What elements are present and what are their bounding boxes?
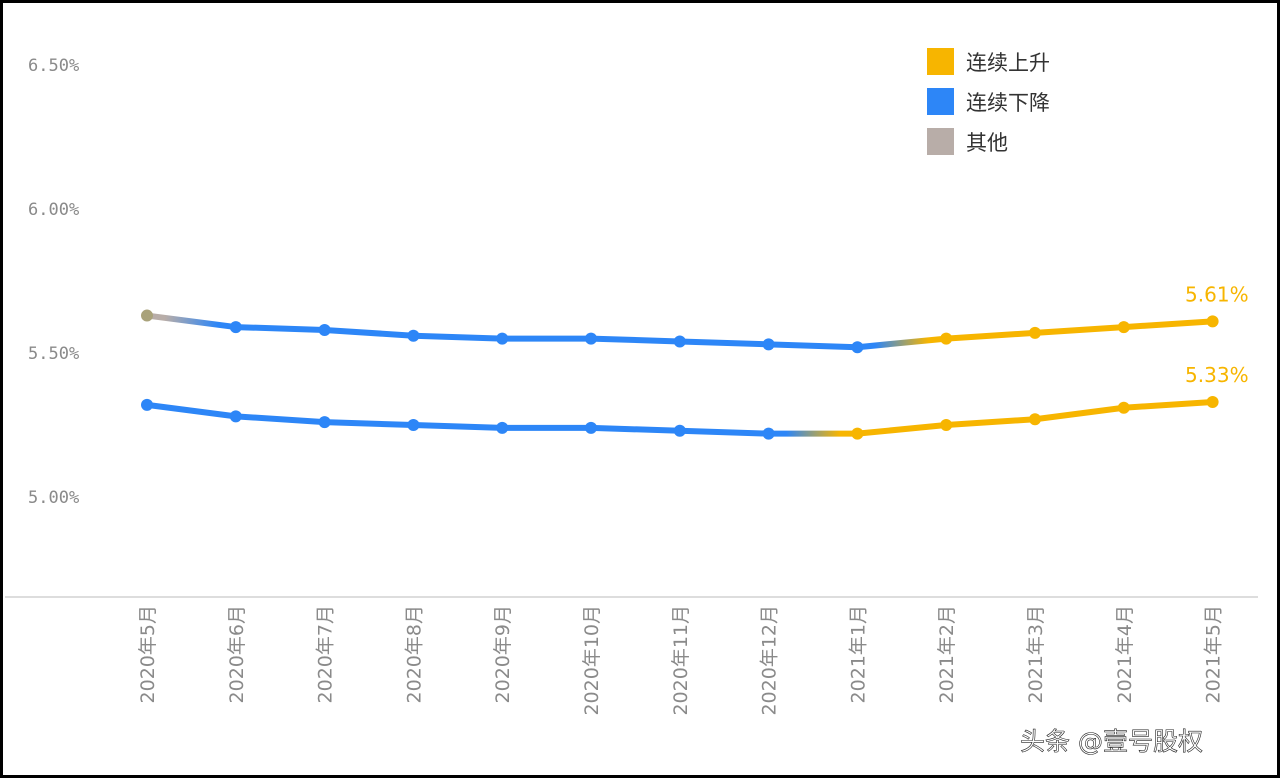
end-data-label: 5.61% bbox=[1185, 282, 1249, 306]
series-2-segment bbox=[232, 413, 328, 426]
legend-swatch bbox=[927, 48, 954, 75]
x-tick-label: 2020年5月 bbox=[137, 605, 159, 703]
series-1-point bbox=[141, 309, 153, 322]
x-tick-label: 2020年9月 bbox=[492, 605, 514, 703]
series-2-point bbox=[851, 427, 864, 440]
x-tick-label: 2021年3月 bbox=[1025, 605, 1047, 703]
series-2-point bbox=[496, 421, 509, 434]
series-2-segment bbox=[854, 422, 950, 437]
series-2-segment bbox=[144, 401, 239, 420]
series-2-point bbox=[585, 421, 597, 434]
x-tick-label: 2020年8月 bbox=[403, 605, 425, 703]
legend-swatch bbox=[927, 88, 954, 115]
series-1-point bbox=[229, 321, 242, 334]
x-tick-label: 2020年7月 bbox=[315, 605, 337, 703]
series-1-point bbox=[762, 338, 775, 351]
series-1-segment bbox=[765, 341, 861, 351]
series-1-point bbox=[1117, 321, 1130, 334]
series-2-segment bbox=[410, 422, 506, 431]
series-1-point bbox=[940, 332, 953, 345]
series-1-point bbox=[1206, 315, 1219, 328]
line-chart: 6.50% 6.00% 5.50% 5.00% 2020年5月 2020年6月 2020年7… bbox=[5, 48, 1258, 756]
series-2-segment bbox=[321, 419, 417, 428]
series-2-segment bbox=[1032, 404, 1127, 423]
series-2-point bbox=[762, 427, 775, 440]
series-1-point bbox=[407, 329, 420, 342]
series-1-segment bbox=[854, 335, 950, 351]
x-tick-label: 2020年10月 bbox=[581, 605, 603, 716]
watermark: 头条 @壹号股权 bbox=[1020, 727, 1203, 756]
x-tick-label: 2020年12月 bbox=[759, 605, 781, 716]
series-1-point bbox=[318, 323, 331, 336]
legend-swatch bbox=[927, 128, 954, 155]
series-2-point bbox=[1117, 401, 1130, 414]
series-1-segment bbox=[588, 335, 683, 345]
series-1-point bbox=[1029, 326, 1041, 339]
series-2-point bbox=[318, 416, 331, 429]
x-tick-label: 2021年5月 bbox=[1203, 605, 1225, 703]
y-tick-label: 5.50% bbox=[28, 344, 79, 364]
series-1-point bbox=[673, 335, 686, 348]
series-1-segment bbox=[144, 312, 239, 331]
series-2-point bbox=[940, 419, 953, 431]
y-tick-label: 6.00% bbox=[28, 200, 79, 220]
series-2-segment bbox=[676, 427, 772, 437]
y-tick-label: 6.50% bbox=[28, 56, 79, 76]
chart-area: 6.50% 6.00% 5.50% 5.00% 2020年5月 2020年6月 2020年7… bbox=[3, 3, 1277, 775]
legend-label: 连续上升 bbox=[966, 51, 1050, 75]
series-1-segment bbox=[321, 326, 417, 339]
series-1-point bbox=[851, 341, 864, 354]
series-2-point bbox=[1029, 413, 1041, 426]
series-2-point bbox=[407, 419, 420, 431]
x-tick-label: 2021年1月 bbox=[847, 605, 869, 703]
series-2-point bbox=[1206, 395, 1219, 408]
series-1-segment bbox=[943, 329, 1038, 342]
series-1-point bbox=[496, 332, 509, 345]
legend-label: 连续下降 bbox=[966, 91, 1050, 115]
x-tick-label: 2021年4月 bbox=[1114, 605, 1136, 703]
series-1-point bbox=[585, 332, 597, 345]
series-1-segment bbox=[676, 338, 772, 348]
series-1-segment bbox=[232, 324, 328, 333]
series-2-point bbox=[141, 398, 153, 411]
legend-label: 其他 bbox=[966, 131, 1008, 155]
series-1-segment bbox=[410, 332, 506, 342]
series-2-point bbox=[229, 410, 242, 423]
x-tick-label: 2020年11月 bbox=[670, 605, 692, 716]
series-1-segment bbox=[1032, 324, 1127, 336]
series-2-segment bbox=[1120, 398, 1216, 411]
y-tick-label: 5.00% bbox=[28, 488, 79, 508]
x-tick-label: 2021年2月 bbox=[936, 605, 958, 703]
x-tick-label: 2020年6月 bbox=[226, 605, 248, 703]
series-2-segment bbox=[943, 416, 1038, 428]
series-1-segment bbox=[1120, 318, 1216, 331]
end-data-label: 5.33% bbox=[1185, 363, 1249, 387]
series-2-point bbox=[673, 424, 686, 437]
series-2-segment bbox=[588, 424, 683, 434]
